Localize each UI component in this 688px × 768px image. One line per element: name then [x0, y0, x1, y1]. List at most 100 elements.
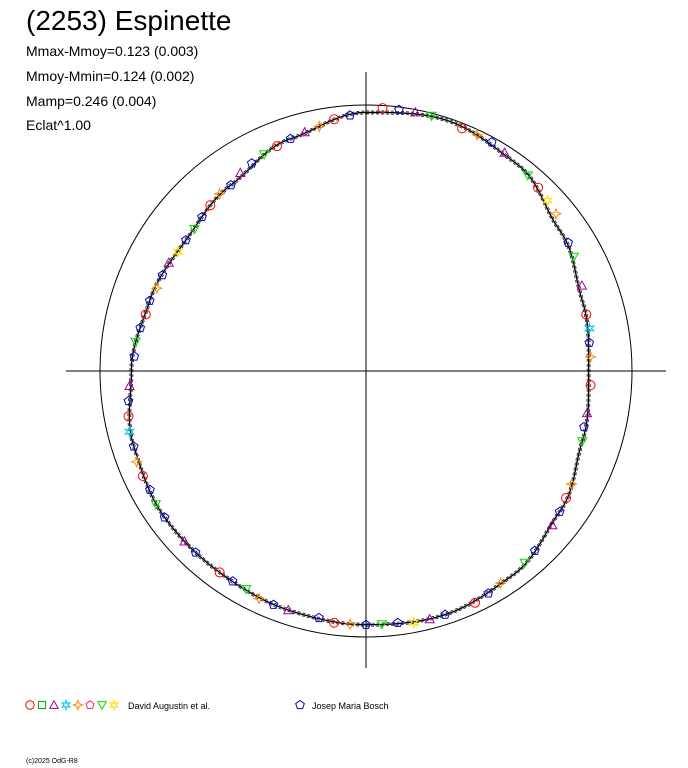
stat-mmax-mmoy: Mmax-Mmoy=0.123 (0.003) [26, 43, 199, 59]
data-point-triangle-down-2-7 [150, 500, 162, 510]
data-point-pentagon-6-15 [159, 512, 170, 522]
data-point-triangle-1-7 [179, 535, 190, 546]
data-point-triangle-down-2-5 [376, 620, 388, 630]
data-point-pentagon-6-3 [584, 337, 595, 347]
data-point-pentagon-6-12 [268, 599, 279, 609]
legend-marker-augustin-star4 [72, 699, 84, 711]
data-point-star4-3-0 [470, 128, 484, 142]
data-point-star4-3-3 [565, 477, 578, 491]
legend-marker-augustin-triangle-down [96, 701, 108, 711]
copyright-notice: (c)2025 OdG-R8 [26, 758, 78, 765]
data-point-circle-0-13 [271, 141, 282, 152]
data-point-circle-0-5 [561, 492, 572, 503]
data-point-star4-3-1 [549, 207, 563, 221]
legend-marker-augustin-triangle [48, 699, 60, 709]
legend-marker-augustin-circle [25, 700, 35, 710]
data-point-star4-3-2 [584, 350, 597, 364]
data-point-circle-0-3 [581, 309, 592, 320]
data-point-star4-3-6 [252, 592, 266, 605]
data-point-pentagon-6-8 [440, 609, 450, 619]
data-point-star4-3-5 [343, 617, 357, 631]
data-point-circle-0-14 [329, 114, 340, 125]
stat-mmoy-mmin: Mmoy-Mmin=0.124 (0.002) [26, 68, 195, 84]
data-point-pentagon-6-23 [181, 234, 191, 245]
legend-label-bosch: Josep Maria Bosch [312, 701, 389, 711]
legend-marker-augustin-pentagon [85, 700, 95, 709]
data-point-pentagon-6-20 [135, 322, 146, 333]
data-point-triangle-1-1 [499, 147, 510, 157]
data-point-pentagon-6-24 [197, 211, 207, 222]
data-point-pentagon-6-16 [145, 484, 155, 494]
chart-title: (2253) Espinette [26, 5, 232, 36]
data-point-triangle-1-0 [409, 106, 421, 117]
data-point-star6-5-2 [172, 245, 184, 259]
data-point-triangle-1-9 [163, 257, 175, 267]
data-point-triangle-down-2-2 [568, 252, 580, 263]
data-point-triangle-down-2-9 [189, 225, 200, 235]
data-point-pentagon-6-2 [563, 237, 573, 247]
data-point-star4-3-9 [213, 187, 226, 201]
data-point-triangle-down-2-6 [240, 585, 252, 595]
data-point-circle-0-8 [214, 567, 225, 578]
plot-axes [66, 72, 666, 668]
data-point-pentagon-6-5 [554, 506, 565, 516]
data-point-circle-0-11 [140, 309, 151, 320]
data-points [123, 103, 597, 631]
data-point-pentagon-6-21 [144, 295, 155, 305]
data-point-pentagon-6-14 [190, 547, 201, 557]
legend-marker-bosch-pentagon [295, 699, 305, 710]
data-point-star6-4-1 [123, 425, 136, 439]
fit-curve-envelope [130, 113, 588, 624]
data-point-star6-4-0 [583, 321, 596, 335]
data-point-triangle-1-3 [581, 407, 593, 418]
data-point-triangle-1-2 [576, 279, 588, 290]
data-point-pentagon-6-28 [345, 110, 355, 120]
data-point-circle-0-9 [137, 470, 148, 481]
data-point-pentagon-6-22 [157, 270, 168, 280]
data-point-triangle-1-5 [424, 613, 436, 624]
data-point-pentagon-6-7 [483, 588, 494, 598]
data-point-pentagon-6-4 [579, 421, 589, 432]
data-point-triangle-down-2-0 [426, 111, 437, 122]
data-point-triangle-1-10 [234, 167, 246, 177]
data-point-star4-3-8 [150, 281, 164, 295]
data-point-circle-0-10 [123, 411, 134, 422]
data-point-circle-0-0 [377, 103, 388, 114]
data-point-triangle-1-4 [546, 519, 558, 530]
data-point-pentagon-6-6 [529, 545, 540, 555]
data-point-pentagon-6-1 [486, 137, 497, 147]
legend-marker-augustin-star6 [108, 698, 120, 712]
data-point-pentagon-6-18 [123, 395, 134, 406]
data-point-star4-3-4 [494, 576, 507, 590]
legend-marker-augustin-star6 [60, 698, 72, 712]
data-point-pentagon-6-11 [314, 612, 324, 623]
data-point-triangle-1-11 [299, 126, 311, 137]
data-point-pentagon-6-0 [394, 104, 404, 114]
data-point-circle-0-12 [205, 200, 216, 211]
data-point-triangle-down-2-3 [576, 437, 588, 447]
data-point-star4-3-10 [313, 120, 326, 133]
data-point-star4-3-7 [130, 455, 144, 469]
reference-circle [99, 104, 633, 638]
data-point-pentagon-6-10 [361, 619, 371, 629]
fit-curve-line [128, 111, 590, 626]
data-point-triangle-down-2-8 [130, 337, 141, 348]
legend-marker-augustin-square [37, 700, 47, 710]
data-point-triangle-down-2-1 [522, 171, 534, 182]
data-point-circle-0-1 [457, 123, 468, 134]
data-point-triangle-1-6 [282, 604, 294, 615]
stat-mamp: Mamp=0.246 (0.004) [26, 93, 157, 109]
data-point-pentagon-6-13 [227, 576, 238, 586]
legend-markers [25, 698, 305, 712]
data-point-pentagon-6-19 [129, 351, 140, 361]
data-point-triangle-down-2-10 [258, 150, 270, 160]
data-point-circle-0-2 [533, 182, 544, 193]
stat-eclat: Eclat^1.00 [26, 117, 91, 133]
data-point-star6-5-1 [408, 616, 420, 630]
legend-label-augustin: David Augustin et al. [128, 701, 211, 711]
data-point-circle-0-6 [470, 597, 481, 608]
data-point-circle-0-7 [329, 617, 340, 628]
data-point-triangle-down-2-4 [519, 558, 531, 569]
data-point-pentagon-6-17 [128, 441, 139, 451]
